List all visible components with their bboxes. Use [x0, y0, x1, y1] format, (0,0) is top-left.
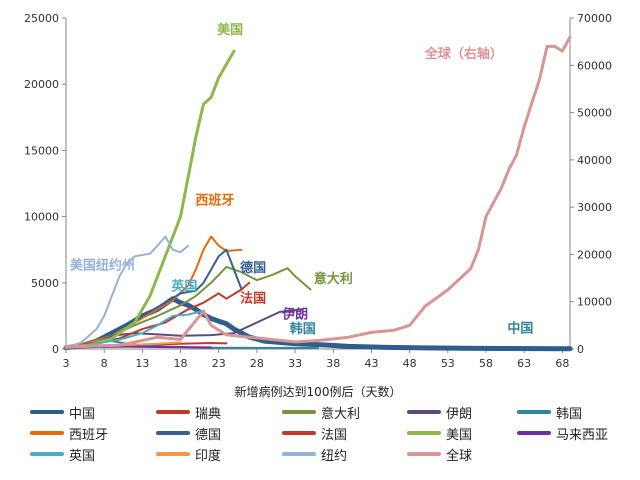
legend-item: 韩国	[517, 402, 582, 422]
legend-swatch	[517, 431, 551, 435]
legend-swatch	[517, 410, 551, 414]
legend-swatch	[282, 431, 316, 435]
x-tick-label: 18	[174, 357, 188, 370]
annotation-label: 伊朗	[281, 307, 308, 323]
legend-swatch	[30, 452, 64, 456]
annotation-label: 美国纽约州	[70, 258, 135, 274]
y-right-tick-label: 70000	[577, 12, 612, 25]
annotation-label: 法国	[240, 291, 266, 307]
series-line-西班牙	[65, 235, 243, 349]
legend-item: 纽约	[282, 444, 347, 464]
legend-item: 伊朗	[407, 402, 472, 422]
series-line-英国	[65, 309, 205, 349]
annotation-label: 英国	[170, 279, 197, 295]
series-line-全球	[64, 35, 572, 349]
x-tick-label: 13	[135, 357, 149, 370]
legend-swatch	[30, 431, 64, 435]
legend-swatch	[407, 452, 441, 456]
series-line-纽约	[65, 235, 190, 349]
legend-label: 纽约	[321, 448, 348, 464]
y-left-tick-label: 20000	[24, 78, 59, 91]
y-left-tick-label: 10000	[24, 211, 59, 224]
y-left-tick-label: 0	[52, 343, 59, 356]
legend-label: 英国	[69, 448, 96, 464]
legend-swatch	[282, 452, 316, 456]
legend-swatch	[30, 410, 64, 414]
legend-item: 印度	[156, 444, 221, 464]
x-tick-label: 53	[441, 357, 455, 370]
legend-label: 印度	[195, 448, 222, 464]
legend-label: 美国	[446, 427, 473, 443]
annotation-label: 西班牙	[195, 193, 234, 209]
legend-item: 全球	[407, 444, 472, 464]
y-left-tick-label: 5000	[31, 277, 59, 290]
y-right-tick-label: 30000	[577, 201, 612, 214]
legend-label: 法国	[321, 427, 348, 443]
x-tick-label: 48	[403, 357, 417, 370]
x-tick-label: 58	[479, 357, 493, 370]
legend-swatch	[407, 431, 441, 435]
legend-swatch	[282, 410, 316, 414]
legend-item: 西班牙	[30, 423, 108, 443]
x-tick-label: 38	[326, 357, 340, 370]
legend-swatch	[407, 410, 441, 414]
legend-item: 中国	[30, 402, 95, 422]
x-tick-label: 23	[212, 357, 226, 370]
annotation-label: 全球（右轴）	[424, 46, 503, 62]
annotation-label: 中国	[507, 320, 533, 336]
y-right-tick-label: 0	[577, 343, 584, 356]
legend-label: 西班牙	[69, 427, 109, 443]
legend-item: 美国	[407, 423, 472, 443]
line-chart: 0 5000 10000 15000 20000 25000 0 10000 20000 3000…	[24, 12, 612, 399]
legend-item: 德国	[156, 423, 221, 443]
legend-label: 瑞典	[195, 406, 222, 422]
annotation-label: 韩国	[290, 321, 316, 337]
legend-item: 瑞典	[156, 402, 221, 422]
legend-label: 马来西亚	[556, 427, 609, 443]
legend-item: 马来西亚	[517, 423, 608, 443]
legend-label: 韩国	[556, 406, 583, 422]
legend-item: 英国	[30, 444, 95, 464]
legend-label: 中国	[69, 406, 96, 422]
x-tick-label: 8	[101, 357, 108, 370]
legend-swatch	[156, 410, 190, 414]
legend-swatch	[156, 452, 190, 456]
x-tick-label: 3	[63, 357, 70, 370]
y-left-tick-label: 15000	[24, 144, 59, 157]
x-tick-label: 63	[517, 357, 531, 370]
annotation-label: 意大利	[314, 271, 353, 287]
x-tick-label: 43	[364, 357, 378, 370]
annotation-label: 美国	[217, 22, 243, 38]
legend-label: 全球	[446, 448, 473, 464]
y-right-tick-label: 10000	[577, 296, 612, 309]
y-right-tick-label: 60000	[577, 59, 612, 72]
x-tick-label: 68	[555, 357, 569, 370]
annotation-label: 德国	[240, 260, 266, 276]
y-right-tick-label: 40000	[577, 154, 612, 167]
y-right-tick-label: 50000	[577, 107, 612, 120]
x-tick-label: 33	[288, 357, 302, 370]
legend-label: 意大利	[321, 406, 361, 422]
y-right-tick-label: 20000	[577, 248, 612, 261]
x-axis-label: 新增病例达到100例后（天数）	[235, 384, 402, 399]
legend-item: 法国	[282, 423, 347, 443]
legend-label: 伊朗	[446, 406, 473, 422]
y-left-tick-label: 25000	[24, 12, 59, 25]
series-line-美国	[64, 49, 236, 350]
legend-swatch	[156, 431, 190, 435]
legend-label: 德国	[195, 427, 222, 443]
legend-item: 意大利	[282, 402, 360, 422]
x-tick-label: 28	[250, 357, 264, 370]
